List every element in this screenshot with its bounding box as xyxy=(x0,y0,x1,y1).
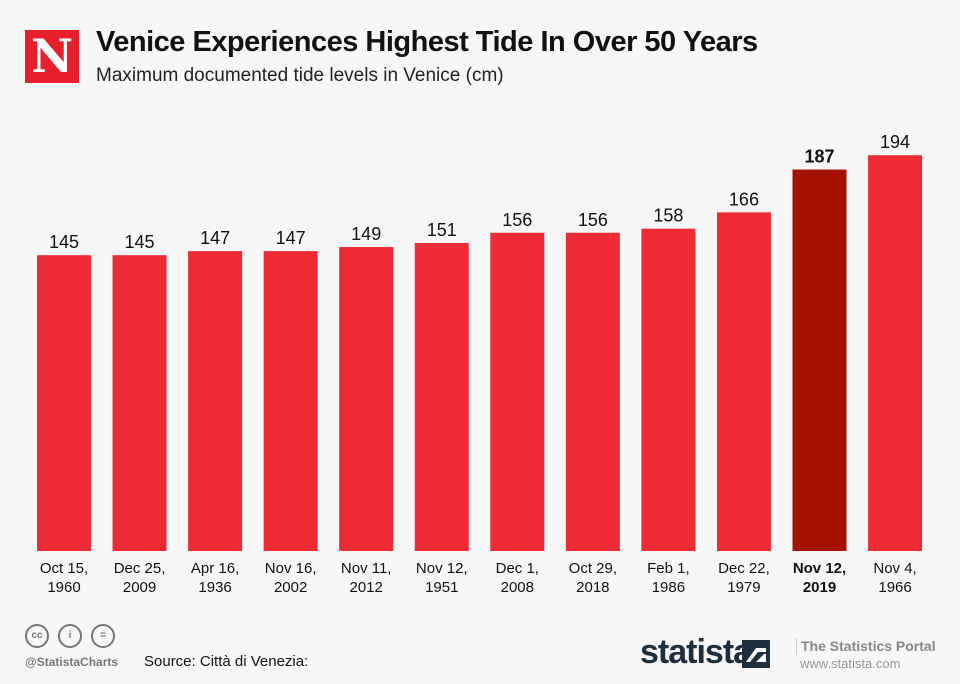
x-tick-label: 2008 xyxy=(501,579,534,596)
x-tick-label: 1951 xyxy=(425,579,458,596)
nd-icon: = xyxy=(91,624,115,648)
x-tick-label: Dec 25, xyxy=(114,560,166,577)
x-tick-label: Nov 4, xyxy=(873,560,916,577)
x-tick-label: Dec 1, xyxy=(496,560,539,577)
x-tick-label: 2009 xyxy=(123,579,156,596)
chart-title: Venice Experiences Highest Tide In Over … xyxy=(96,26,758,58)
source-note: Source: Città di Venezia: xyxy=(144,653,309,670)
data-label: 147 xyxy=(200,228,230,248)
bar xyxy=(641,228,696,551)
twitter-handle: @StatistaCharts xyxy=(25,655,119,669)
data-label: 147 xyxy=(276,228,306,248)
x-tick-label: Nov 12, xyxy=(416,560,468,577)
newsweek-logo: N xyxy=(25,30,79,83)
bar xyxy=(37,255,91,551)
data-label: 156 xyxy=(578,210,608,230)
bar xyxy=(414,242,469,551)
x-tick-label: 1979 xyxy=(727,579,760,596)
data-label: 145 xyxy=(49,232,79,252)
data-label: 194 xyxy=(880,132,910,152)
cc-icon: cc xyxy=(25,624,49,648)
x-tick-label: Oct 15, xyxy=(40,560,88,577)
bar-chart: 145 Oct 15, 1960 145 Dec 25, 2009 147 Apr 16, 19… xyxy=(37,132,923,596)
x-tick-label: 2018 xyxy=(576,579,609,596)
data-label: 149 xyxy=(351,224,381,244)
x-tick-label: 2019 xyxy=(803,579,836,596)
x-tick-label: 1960 xyxy=(47,579,80,596)
x-tick-label: Oct 29, xyxy=(569,560,617,577)
bar xyxy=(263,251,318,551)
bar xyxy=(868,155,923,552)
bar xyxy=(112,255,167,551)
x-tick-label: Apr 16, xyxy=(191,560,239,577)
x-tick-label: 1986 xyxy=(652,579,685,596)
statista-url: www.statista.com xyxy=(800,656,901,671)
data-label: 158 xyxy=(653,206,683,226)
statista-logo: statista xyxy=(640,633,752,671)
x-tick-label: 1966 xyxy=(878,579,911,596)
portal-label: The Statistics Portal xyxy=(796,638,936,654)
x-tick-label: 2002 xyxy=(274,579,307,596)
bar xyxy=(792,169,847,551)
x-tick-label: Feb 1, xyxy=(647,560,690,577)
by-icon: i xyxy=(58,624,82,648)
data-label: 151 xyxy=(427,220,457,240)
x-tick-label: Nov 11, xyxy=(341,560,392,577)
bar xyxy=(565,232,620,551)
chart-subtitle: Maximum documented tide levels in Venice… xyxy=(96,65,504,86)
bar xyxy=(716,212,771,552)
x-tick-label: 2012 xyxy=(350,579,383,596)
x-tick-label: Nov 16, xyxy=(265,560,317,577)
x-tick-label: 1936 xyxy=(198,579,231,596)
x-tick-label: Nov 12, xyxy=(793,560,846,577)
bar xyxy=(490,232,545,551)
data-label: 166 xyxy=(729,189,759,209)
data-label: 156 xyxy=(502,210,532,230)
data-label: 187 xyxy=(804,147,834,167)
data-label: 145 xyxy=(125,232,155,252)
statista-icon xyxy=(742,640,770,668)
bar xyxy=(339,247,394,552)
bar xyxy=(188,251,243,551)
x-tick-label: Dec 22, xyxy=(718,560,770,577)
